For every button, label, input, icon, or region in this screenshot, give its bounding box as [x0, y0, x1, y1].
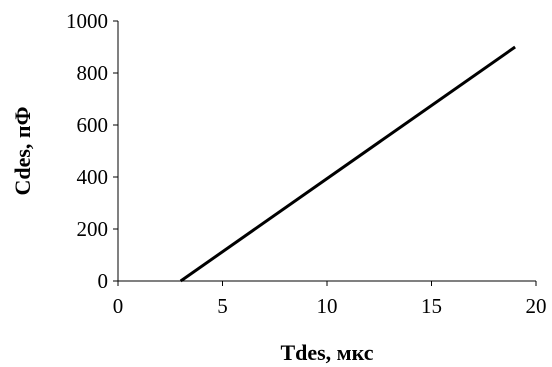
y-tick-label: 200 [77, 217, 109, 241]
series-layer [179, 45, 516, 283]
y-tick-label: 400 [77, 165, 109, 189]
plot-area: 0 5 10 15 20 0 200 400 600 800 1000 [66, 9, 547, 318]
y-axis-title: Cdes, пФ [10, 106, 35, 195]
x-axis-title: Tdes, мкс [280, 340, 373, 365]
x-axis-ticks: 0 5 10 15 20 [113, 281, 547, 318]
x-tick-label: 10 [317, 294, 338, 318]
x-tick-label: 15 [421, 294, 442, 318]
y-tick-label: 800 [77, 61, 109, 85]
y-tick-label: 1000 [66, 9, 108, 33]
y-tick-label: 600 [77, 113, 109, 137]
x-tick-label: 20 [526, 294, 547, 318]
x-tick-label: 0 [113, 294, 124, 318]
y-axis-ticks: 0 200 400 600 800 1000 [66, 9, 118, 293]
y-tick-label: 0 [98, 269, 109, 293]
series-line [179, 45, 516, 283]
x-tick-label: 5 [217, 294, 228, 318]
